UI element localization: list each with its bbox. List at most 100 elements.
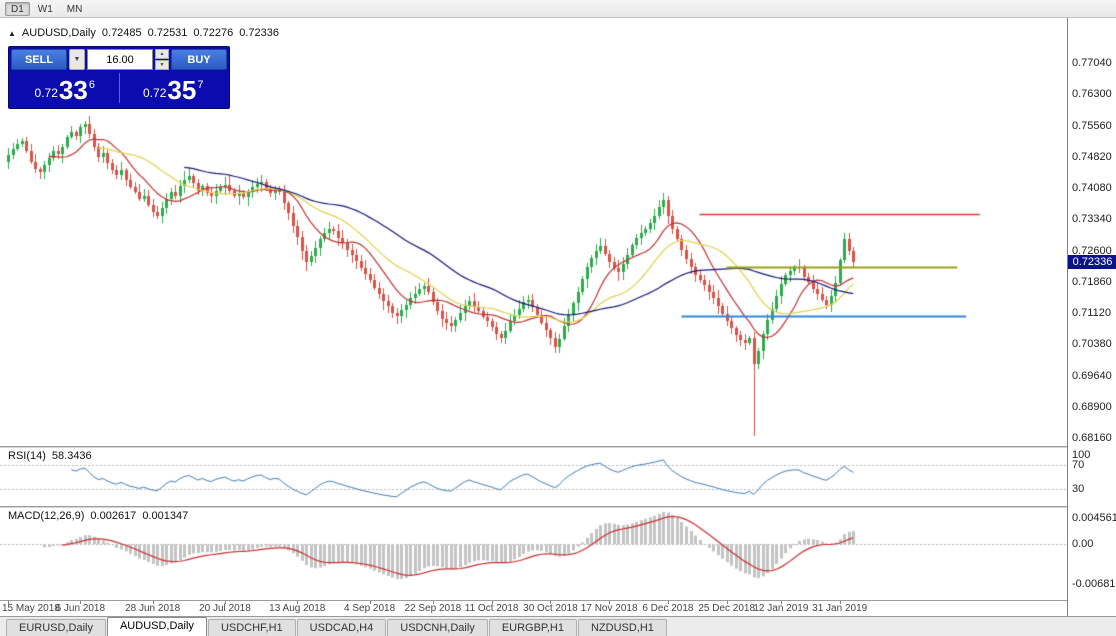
chart-tab-usdcad-h4[interactable]: USDCAD,H4 <box>296 619 387 636</box>
rsi-pane-label: RSI(14) 58.3436 <box>6 450 94 462</box>
chart-symbol-header: ▲ AUDUSD,Daily 0.72485 0.72531 0.72276 0… <box>8 27 279 39</box>
date-axis-label: 13 Aug 2018 <box>269 603 326 614</box>
date-tick-mark <box>727 601 728 604</box>
ohlc-open: 0.72485 <box>101 27 142 39</box>
price-axis-label: 0.69640 <box>1072 369 1112 382</box>
ohlc-high: 0.72531 <box>147 27 188 39</box>
macd-pane-label: MACD(12,26,9) 0.002617 0.001347 <box>6 510 191 522</box>
date-axis-label: 6 Dec 2018 <box>642 603 694 614</box>
price-axis-label: 0.70380 <box>1072 338 1112 351</box>
sell-price-big: 33 <box>58 75 88 105</box>
macd-indicator-canvas[interactable] <box>0 508 1067 600</box>
date-tick-mark <box>840 601 841 604</box>
date-axis-label: 12 Jan 2019 <box>753 603 809 614</box>
chart-tab-audusd-daily[interactable]: AUDUSD,Daily <box>106 617 207 636</box>
date-axis-label: 22 Sep 2018 <box>404 603 462 614</box>
chart-tab-usdchf-h1[interactable]: USDCHF,H1 <box>207 619 296 636</box>
chart-tab-bar: EURUSD,Daily AUDUSD,Daily USDCHF,H1 USDCAD,… <box>0 616 1116 636</box>
date-tick-mark <box>297 601 298 604</box>
price-axis-label: 0.71860 <box>1072 275 1112 288</box>
pane-separator[interactable] <box>0 446 1116 448</box>
sell-price-pip: 6 <box>88 79 95 91</box>
lot-dropdown-icon[interactable]: ▼ <box>69 49 85 70</box>
timeframe-button-w1[interactable]: W1 <box>37 3 53 15</box>
date-tick-mark <box>153 601 154 604</box>
price-axis-label: 0.77040 <box>1072 57 1112 69</box>
lot-decrease-icon[interactable]: ▼ <box>155 60 169 70</box>
price-axis-label: 0.76300 <box>1072 88 1112 101</box>
timeframe-toolbar: D1 W1 MN <box>0 0 1116 18</box>
chart-tab-eurusd-daily[interactable]: EURUSD,Daily <box>6 619 106 636</box>
date-tick-mark <box>668 601 669 604</box>
date-axis-label: 15 May 2018 <box>2 603 60 614</box>
price-axis[interactable]: 0.77040 0.76300 0.75560 0.74820 0.74080 0.733… <box>1067 18 1116 616</box>
date-tick-mark <box>8 601 9 604</box>
rsi-indicator-canvas[interactable] <box>0 448 1067 506</box>
price-axis-label: 0.74820 <box>1072 150 1112 163</box>
symbol-label: AUDUSD,Daily <box>21 27 96 39</box>
date-axis-label: 28 Jun 2018 <box>125 603 181 614</box>
rsi-name: RSI(14) <box>8 450 46 462</box>
date-axis-label: 31 Jan 2019 <box>812 603 868 614</box>
date-tick-mark <box>609 601 610 604</box>
lot-size-input[interactable] <box>87 49 153 70</box>
date-axis-label: 20 Jul 2018 <box>199 603 251 614</box>
trade-panel-divider <box>118 73 120 103</box>
date-tick-mark <box>370 601 371 604</box>
price-axis-label: 0.73340 <box>1072 213 1112 226</box>
ohlc-low: 0.72276 <box>193 27 234 39</box>
price-axis-label: 0.75560 <box>1072 119 1112 132</box>
buy-price-big: 35 <box>167 75 197 105</box>
ohlc-close: 0.72336 <box>239 27 279 39</box>
buy-button[interactable]: BUY <box>171 49 227 70</box>
date-tick-mark <box>80 601 81 604</box>
macd-axis-label: 0.004561 <box>1072 511 1116 524</box>
rsi-value: 58.3436 <box>51 450 92 462</box>
rsi-axis-label: 70 <box>1072 459 1085 472</box>
price-axis-label: 0.74080 <box>1072 182 1112 194</box>
date-axis-label: 30 Oct 2018 <box>523 603 578 614</box>
date-tick-mark <box>225 601 226 604</box>
date-tick-mark <box>550 601 551 604</box>
date-axis-label: 25 Dec 2018 <box>698 603 756 614</box>
buy-price-pip: 7 <box>197 79 204 91</box>
lot-increase-icon[interactable]: ▲ <box>155 49 169 59</box>
buy-price-display[interactable]: 0.72 35 7 <box>120 70 228 106</box>
timeframe-button-d1[interactable]: D1 <box>5 1 30 16</box>
date-axis-label: 4 Sep 2018 <box>344 603 396 614</box>
macd-axis-label: -0.006819 <box>1072 578 1116 591</box>
one-click-trade-panel: SELL ▼ ▲ ▼ BUY 0.72 33 6 0.72 35 <box>8 46 230 109</box>
timeframe-button-mn[interactable]: MN <box>66 3 83 15</box>
macd-main-value: 0.002617 <box>90 510 137 522</box>
macd-name: MACD(12,26,9) <box>8 510 85 522</box>
current-price-badge: 0.72336 <box>1068 254 1116 269</box>
buy-price-prefix: 0.72 <box>143 86 167 100</box>
date-tick-mark <box>492 601 493 604</box>
date-axis-label: 17 Nov 2018 <box>580 603 638 614</box>
lot-stepper: ▲ ▼ <box>155 49 169 70</box>
price-axis-label: 0.71120 <box>1072 307 1111 319</box>
chart-tab-nzdusd-h1[interactable]: NZDUSD,H1 <box>577 619 667 636</box>
pane-separator[interactable] <box>0 506 1116 508</box>
sell-button[interactable]: SELL <box>11 49 67 70</box>
price-axis-label: 0.72600 <box>1072 244 1112 257</box>
chart-region: ▲ AUDUSD,Daily 0.72485 0.72531 0.72276 0… <box>0 18 1116 616</box>
trade-panel-collapse-icon[interactable]: ▲ <box>8 28 16 38</box>
date-tick-mark <box>781 601 782 604</box>
chart-tab-usdcnh-daily[interactable]: USDCNH,Daily <box>387 619 488 636</box>
rsi-axis-label: 30 <box>1072 482 1085 495</box>
macd-signal-value: 0.001347 <box>142 510 189 522</box>
chart-tab-eurgbp-h1[interactable]: EURGBP,H1 <box>488 619 577 636</box>
date-axis-label: 6 Jun 2018 <box>55 603 106 614</box>
date-tick-mark <box>433 601 434 604</box>
date-axis: 15 May 2018 6 Jun 2018 28 Jun 2018 20 Jul 2… <box>0 601 1116 616</box>
price-axis-label: 0.68900 <box>1072 400 1112 413</box>
date-axis-label: 11 Oct 2018 <box>464 603 519 614</box>
sell-price-display[interactable]: 0.72 33 6 <box>11 70 119 106</box>
macd-axis-label: 0.00 <box>1072 538 1094 551</box>
sell-price-prefix: 0.72 <box>34 86 58 100</box>
pane-separator[interactable] <box>0 600 1116 601</box>
rsi-axis-label: 100 <box>1072 449 1091 461</box>
price-axis-label: 0.68160 <box>1072 432 1112 444</box>
